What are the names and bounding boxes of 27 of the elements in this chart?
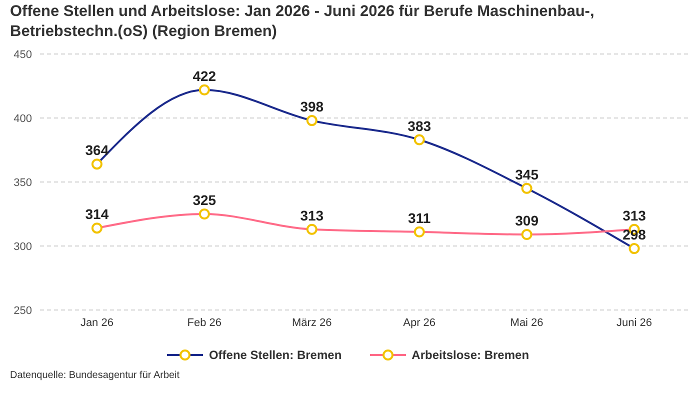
x-tick-label: Juni 26 (616, 316, 652, 329)
data-label: 313 (300, 207, 324, 224)
data-label: 383 (408, 118, 432, 134)
legend-label: Arbeitslose: Bremen (412, 348, 530, 362)
y-tick-label: 400 (14, 112, 32, 125)
data-label: 364 (85, 142, 109, 158)
data-label: 314 (85, 206, 109, 222)
y-tick-label: 450 (14, 48, 32, 61)
text: Datenquelle: Bundesagentur für Arbeit (9, 370, 181, 381)
y-tick-label: 300 (14, 240, 32, 253)
data-label: 345 (515, 166, 539, 182)
data-label: 325 (192, 192, 216, 208)
data-label: 398 (300, 98, 324, 115)
chart-title: Offene Stellen und Arbeitslose: Jan 2026 - Juni 2026 für Berufe Maschinenbau-, Betriebstechn.(oS) (Region Bremen) (9, 2, 596, 42)
x-tick-label: Apr 26 (403, 316, 436, 329)
legend-label: Offene Stellen: Bremen (208, 348, 342, 362)
data-label: 309 (515, 212, 539, 228)
x-tick-label: Jan 26 (80, 316, 114, 329)
data-label: 298 (622, 226, 646, 243)
data-label: 313 (622, 207, 646, 224)
data-label: 422 (192, 68, 216, 84)
y-tick-label: 350 (14, 176, 32, 189)
x-tick-label: März 26 (292, 316, 332, 329)
y-tick-label: 250 (14, 304, 32, 317)
x-tick-label: Feb 26 (187, 316, 222, 329)
x-tick-label: Mai 26 (510, 316, 544, 329)
data-label: 311 (408, 210, 431, 226)
